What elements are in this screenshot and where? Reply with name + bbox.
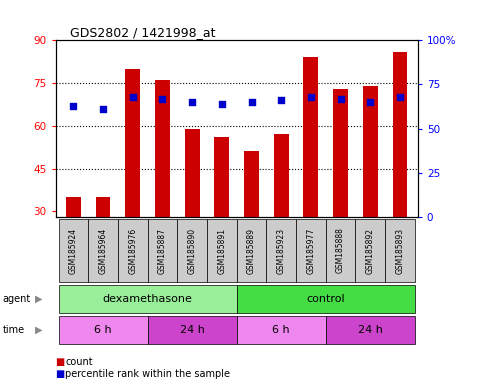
Text: 6 h: 6 h	[94, 325, 112, 335]
Bar	[274, 134, 289, 297]
Text: GSM185888: GSM185888	[336, 228, 345, 273]
Text: GSM185892: GSM185892	[366, 228, 375, 273]
Bar	[155, 80, 170, 297]
Text: count: count	[65, 357, 93, 367]
Bar	[125, 69, 140, 297]
Point	[129, 94, 137, 100]
Text: 24 h: 24 h	[180, 325, 205, 335]
Bar	[58, 316, 148, 344]
Bar	[237, 285, 415, 313]
Text: ▶: ▶	[35, 294, 43, 304]
Text: GSM185887: GSM185887	[158, 228, 167, 273]
Point	[70, 103, 77, 109]
Bar	[214, 137, 229, 297]
Bar	[148, 316, 237, 344]
Text: GSM185923: GSM185923	[277, 227, 286, 274]
Bar	[96, 197, 111, 297]
Bar	[177, 219, 207, 282]
Bar	[326, 316, 415, 344]
Bar	[296, 219, 326, 282]
Text: 24 h: 24 h	[358, 325, 383, 335]
Bar	[88, 219, 118, 282]
Text: ▶: ▶	[35, 325, 43, 335]
Text: GSM185891: GSM185891	[217, 228, 227, 273]
Bar	[385, 219, 415, 282]
Bar	[355, 219, 385, 282]
Text: GSM185924: GSM185924	[69, 227, 78, 274]
Point	[277, 97, 285, 103]
Bar	[185, 129, 199, 297]
Bar	[66, 197, 81, 297]
Text: GDS2802 / 1421998_at: GDS2802 / 1421998_at	[70, 26, 215, 39]
Text: 6 h: 6 h	[272, 325, 290, 335]
Text: ■: ■	[56, 369, 65, 379]
Text: GSM185977: GSM185977	[306, 227, 315, 274]
Text: GSM185890: GSM185890	[187, 227, 197, 274]
Text: GSM185893: GSM185893	[396, 227, 404, 274]
Point	[396, 94, 404, 100]
Point	[218, 101, 226, 107]
Text: percentile rank within the sample: percentile rank within the sample	[65, 369, 230, 379]
Point	[248, 99, 256, 105]
Bar	[118, 219, 148, 282]
Text: agent: agent	[2, 294, 30, 304]
Point	[367, 99, 374, 105]
Text: GSM185964: GSM185964	[99, 227, 108, 274]
Bar	[333, 89, 348, 297]
Text: GSM185889: GSM185889	[247, 228, 256, 273]
Point	[337, 96, 344, 102]
Bar	[266, 219, 296, 282]
Bar	[303, 58, 318, 297]
Bar	[148, 219, 177, 282]
Text: control: control	[306, 294, 345, 304]
Text: ■: ■	[56, 357, 65, 367]
Bar	[244, 151, 259, 297]
Text: GSM185976: GSM185976	[128, 227, 137, 274]
Point	[307, 94, 315, 100]
Point	[158, 96, 166, 102]
Point	[188, 99, 196, 105]
Text: time: time	[2, 325, 25, 335]
Text: dexamethasone: dexamethasone	[103, 294, 193, 304]
Bar	[363, 86, 378, 297]
Bar	[207, 219, 237, 282]
Point	[99, 106, 107, 112]
Bar	[237, 316, 326, 344]
Bar	[393, 52, 407, 297]
Bar	[58, 285, 237, 313]
Bar	[326, 219, 355, 282]
Bar	[58, 219, 88, 282]
Bar	[237, 219, 266, 282]
